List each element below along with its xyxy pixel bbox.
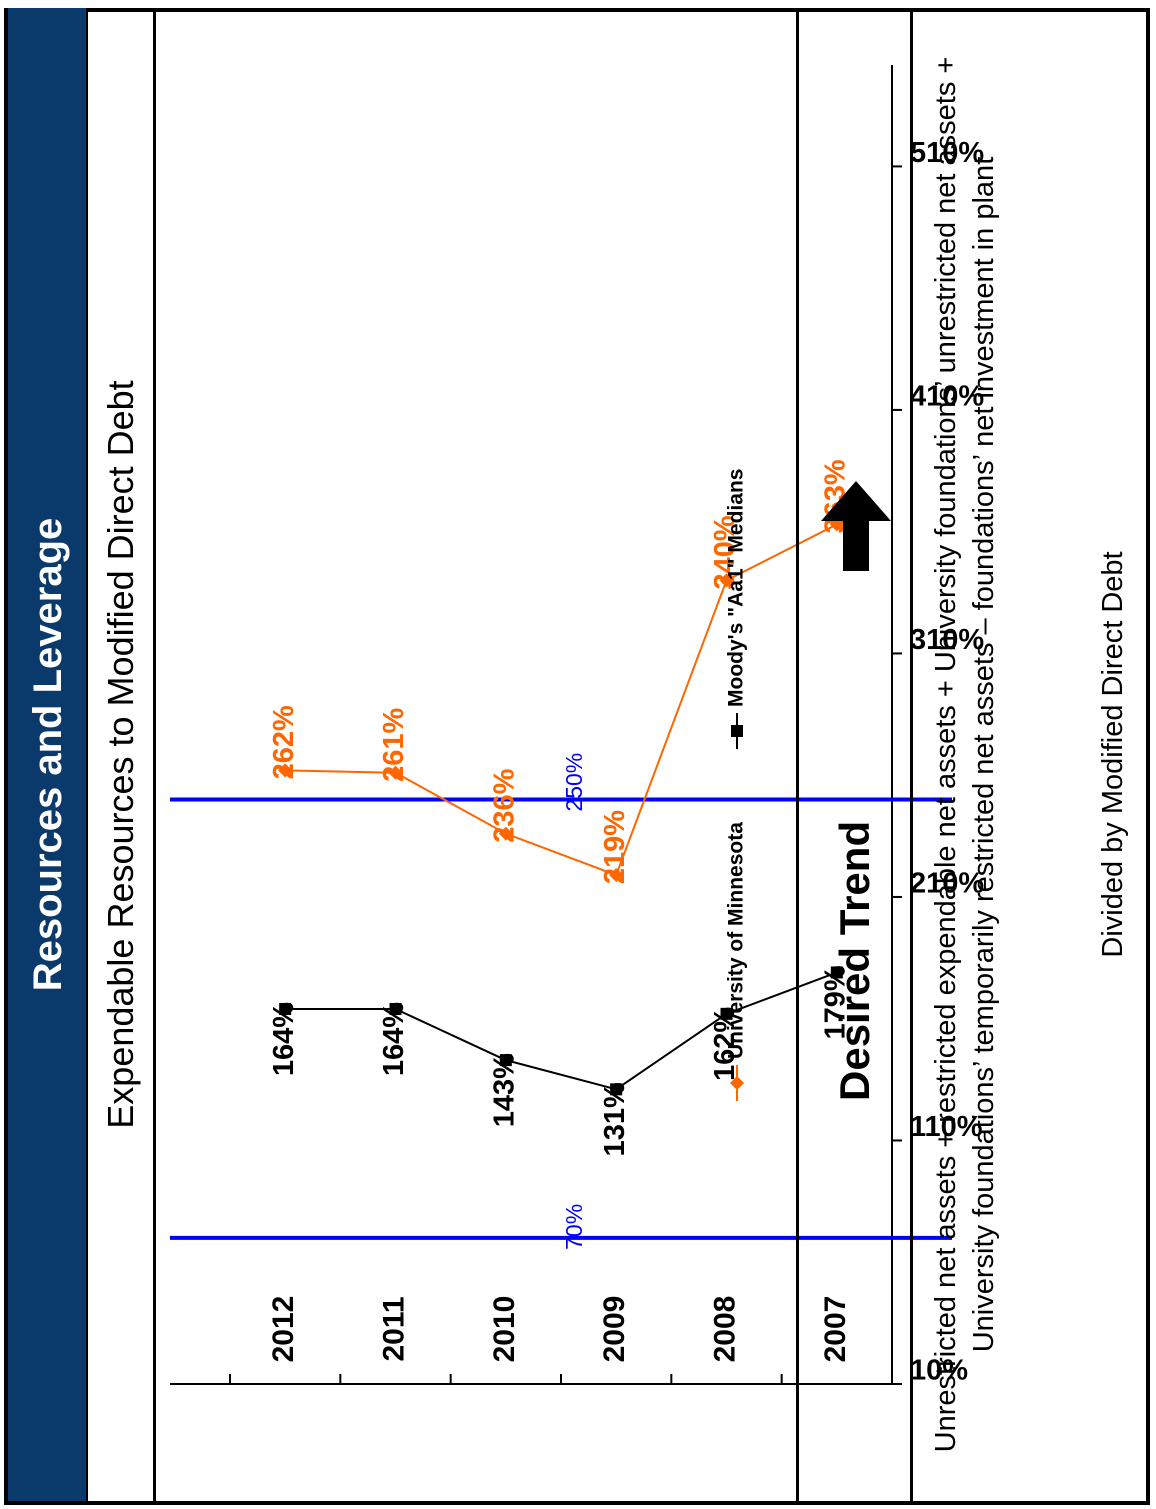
legend-label: University of Minnesota bbox=[725, 822, 748, 1059]
formula-numerator: Unrestricted net assets + restricted exp… bbox=[930, 56, 1000, 1453]
chart-series: 363%340%219%236%261%262%179%162%131%143%… bbox=[268, 459, 852, 1156]
data-label: 179% bbox=[819, 965, 851, 1039]
value-tick-label: 410% bbox=[910, 381, 984, 413]
reference-line-label: 70% bbox=[561, 1204, 587, 1250]
reference-lines: 250% 70% bbox=[170, 753, 952, 1250]
data-label: 262% bbox=[268, 705, 300, 779]
data-label: 164% bbox=[268, 1002, 300, 1076]
category-label: 2009 bbox=[598, 1296, 631, 1363]
data-label: 162% bbox=[709, 1007, 741, 1081]
data-label: 340% bbox=[709, 515, 741, 589]
data-point bbox=[719, 573, 734, 588]
data-label: 143% bbox=[488, 1053, 520, 1127]
data-point bbox=[388, 765, 403, 780]
data-point bbox=[278, 763, 293, 778]
data-point bbox=[610, 1083, 623, 1096]
desired-trend-panel: Desired Trend bbox=[799, 8, 910, 1501]
legend-marker bbox=[731, 725, 743, 737]
desired-trend-label: Desired Trend bbox=[830, 820, 878, 1101]
series-line bbox=[285, 971, 838, 1091]
value-tick-label: 310% bbox=[910, 624, 984, 656]
category-label: 2010 bbox=[488, 1296, 521, 1363]
formula-panel: Unrestricted net assets + restricted exp… bbox=[913, 8, 1150, 1501]
data-point bbox=[499, 1054, 512, 1067]
value-tick-label: 10% bbox=[910, 1355, 968, 1387]
chart-legend: University of Minnesota Moody's "Aa1" Med… bbox=[725, 469, 748, 1101]
data-point bbox=[830, 966, 843, 979]
data-point bbox=[609, 868, 624, 883]
chart-axes: 510% 410% 310% 210% 110% 10% 2007 2008 2009 2010 2… bbox=[170, 65, 984, 1387]
data-point bbox=[498, 826, 513, 841]
data-point bbox=[720, 1007, 733, 1020]
value-tick-label: 210% bbox=[910, 868, 984, 900]
formula-denominator: Divided by Modified Direct Debt bbox=[1097, 551, 1129, 958]
legend-marker bbox=[730, 1076, 744, 1090]
category-label: 2008 bbox=[708, 1296, 741, 1363]
category-label: 2012 bbox=[267, 1296, 300, 1363]
reference-line-label: 250% bbox=[561, 753, 587, 812]
data-label: 131% bbox=[599, 1082, 631, 1156]
category-label: 2011 bbox=[377, 1296, 410, 1361]
data-label: 261% bbox=[378, 707, 410, 781]
up-arrow-icon bbox=[821, 481, 891, 571]
data-label: 219% bbox=[599, 810, 631, 884]
data-label: 164% bbox=[378, 1002, 410, 1076]
data-point bbox=[389, 1002, 402, 1015]
value-tick-label: 110% bbox=[910, 1111, 983, 1143]
category-label: 2007 bbox=[819, 1296, 852, 1363]
legend-label: Moody's "Aa1" Medians bbox=[725, 469, 748, 707]
series-line bbox=[285, 523, 838, 877]
data-label: 236% bbox=[488, 768, 520, 842]
value-tick-label: 510% bbox=[910, 137, 984, 169]
data-point bbox=[279, 1002, 292, 1015]
